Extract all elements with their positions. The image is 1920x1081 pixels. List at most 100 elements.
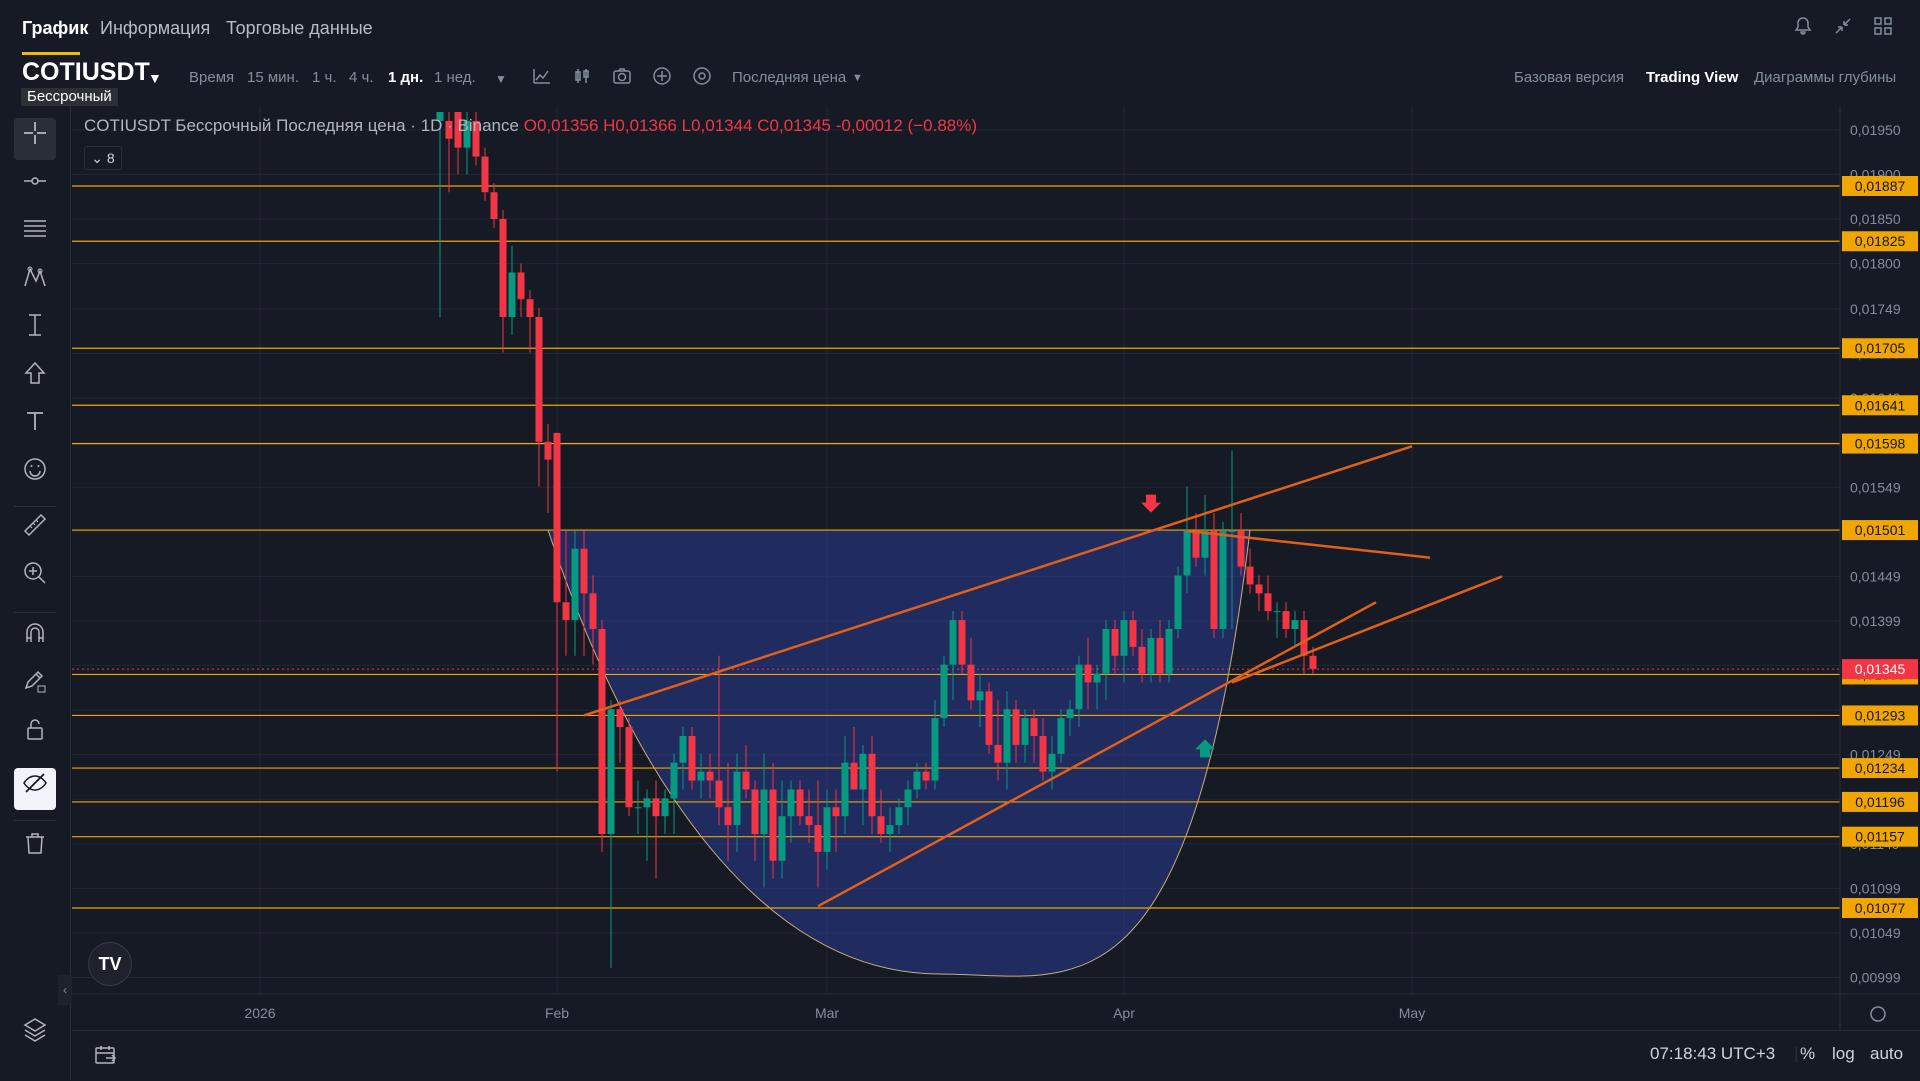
candle-body[interactable] — [931, 718, 939, 781]
lock-icon[interactable] — [14, 714, 56, 756]
candle-body[interactable] — [985, 691, 993, 745]
candle-body[interactable] — [1120, 620, 1128, 656]
trend-channel-upper[interactable] — [583, 445, 1413, 717]
candle-body[interactable] — [1129, 620, 1137, 647]
text-icon[interactable] — [14, 406, 56, 448]
candle-body[interactable] — [517, 272, 525, 300]
rising-wedge-upper[interactable] — [1186, 529, 1431, 559]
candle-body[interactable] — [490, 192, 498, 219]
candle-body[interactable] — [904, 789, 912, 808]
candle-body[interactable] — [589, 593, 597, 629]
candle-body[interactable] — [778, 816, 786, 861]
interval-1w[interactable]: 1 нед. — [434, 69, 476, 86]
clock-time[interactable]: 07:18:43 UTC+3 — [1650, 1044, 1776, 1063]
candle-body[interactable] — [859, 753, 867, 790]
candle-body[interactable] — [1201, 530, 1209, 558]
candle-body[interactable] — [535, 317, 543, 442]
candle-body[interactable] — [1003, 709, 1011, 763]
candle-body[interactable] — [679, 735, 687, 763]
interval-15m[interactable]: 15 мин. — [247, 69, 299, 86]
trendline-icon[interactable] — [14, 166, 56, 208]
trash-icon[interactable] — [14, 828, 56, 870]
candle-body[interactable] — [724, 807, 732, 826]
candle-body[interactable] — [1021, 718, 1029, 745]
candle-body[interactable] — [634, 807, 642, 809]
intervals-dropdown-icon[interactable]: ▼ — [495, 72, 507, 86]
candle-body[interactable] — [733, 771, 741, 826]
tab-trading-data[interactable]: Торговые данные — [226, 18, 373, 38]
candle-body[interactable] — [661, 798, 669, 817]
candle-body[interactable] — [886, 825, 894, 835]
candle-body[interactable] — [715, 780, 723, 808]
candle-body[interactable] — [598, 628, 606, 835]
candle-body[interactable] — [1300, 620, 1308, 656]
candle-body[interactable] — [688, 735, 696, 781]
candle-body[interactable] — [652, 798, 660, 817]
candle-body[interactable] — [895, 807, 903, 826]
candle-body[interactable] — [742, 771, 750, 790]
rounded-bottom-zone[interactable] — [547, 529, 1251, 977]
candle-body[interactable] — [553, 432, 561, 603]
candle-body[interactable] — [1048, 753, 1056, 772]
candle-body[interactable] — [1174, 575, 1182, 629]
grid-icon[interactable] — [1870, 16, 1896, 42]
price-type-select[interactable]: Последняя цена — [732, 69, 847, 86]
percent-toggle[interactable]: % — [1800, 1044, 1816, 1063]
collapse-toolbar-chevron-icon[interactable]: ‹ — [58, 975, 72, 1005]
view-depth[interactable]: Диаграммы глубины — [1754, 69, 1897, 86]
tradingview-logo[interactable]: TV — [88, 942, 132, 986]
trend-channel-lower[interactable] — [817, 601, 1377, 908]
settings-icon[interactable] — [692, 66, 712, 91]
zoom-in-icon[interactable] — [14, 558, 56, 600]
candle-body[interactable] — [670, 762, 678, 799]
candle-body[interactable] — [1066, 709, 1074, 719]
candle-body[interactable] — [1030, 718, 1038, 736]
candle-body[interactable] — [571, 548, 579, 621]
candle-body[interactable] — [1309, 655, 1317, 670]
candle-body[interactable] — [949, 620, 957, 665]
candle-body[interactable] — [544, 441, 552, 460]
candle-body[interactable] — [454, 112, 462, 148]
candle-body[interactable] — [526, 299, 534, 318]
layers-icon[interactable] — [14, 1014, 56, 1056]
candle-body[interactable] — [1183, 530, 1191, 576]
candle-body[interactable] — [1246, 566, 1254, 585]
measure-vertical-icon[interactable] — [14, 310, 56, 352]
candle-body[interactable] — [445, 120, 453, 139]
candle-body[interactable] — [787, 789, 795, 817]
hide-drawings-icon[interactable] — [14, 768, 56, 810]
candle-body[interactable] — [1102, 628, 1110, 674]
candle-body[interactable] — [796, 789, 804, 817]
candle-body[interactable] — [706, 771, 714, 781]
candle-body[interactable] — [1210, 530, 1218, 629]
gear-icon[interactable] — [1870, 1006, 1886, 1022]
candle-body[interactable] — [1291, 620, 1299, 629]
tab-chart[interactable]: График — [22, 18, 89, 38]
candle-body[interactable] — [625, 727, 633, 808]
candle-body[interactable] — [499, 218, 507, 318]
candle-body[interactable] — [913, 771, 921, 790]
candle-body[interactable] — [805, 816, 813, 826]
candle-body[interactable] — [1255, 584, 1263, 594]
candle-body[interactable] — [994, 744, 1002, 763]
candle-body[interactable] — [850, 762, 858, 790]
candle-body[interactable] — [967, 664, 975, 701]
candle-body[interactable] — [868, 753, 876, 817]
candle-body[interactable] — [1273, 611, 1281, 613]
candle-body[interactable] — [1228, 530, 1236, 532]
candle-body[interactable] — [481, 156, 489, 193]
candle-body[interactable] — [697, 771, 705, 781]
candle-body[interactable] — [508, 272, 516, 318]
arrow-up-icon[interactable] — [14, 358, 56, 400]
candle-body[interactable] — [1165, 628, 1173, 674]
candle-body[interactable] — [823, 807, 831, 852]
candle-body[interactable] — [1057, 718, 1065, 754]
candle-body[interactable] — [841, 762, 849, 817]
candle-body[interactable] — [562, 602, 570, 621]
candle-body[interactable] — [814, 825, 822, 852]
candle-body[interactable] — [472, 120, 480, 157]
candle-body[interactable] — [877, 816, 885, 835]
candle-body[interactable] — [1282, 611, 1290, 629]
interval-4h[interactable]: 4 ч. — [349, 69, 374, 86]
candle-body[interactable] — [940, 664, 948, 719]
